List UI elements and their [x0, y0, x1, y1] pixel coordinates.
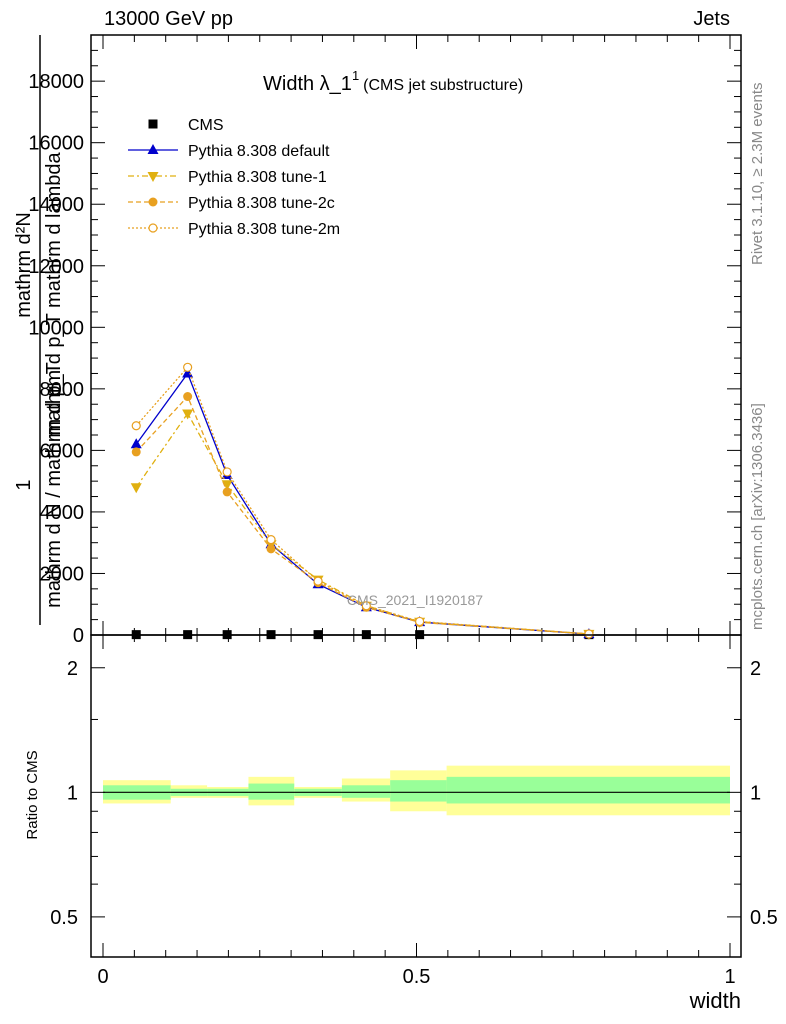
legend-label: Pythia 8.308 tune-1	[188, 169, 327, 186]
ratio-y-label: Ratio to CMS	[24, 750, 41, 839]
y-tick-label: 14000	[28, 194, 84, 216]
x-axis-label: width	[689, 988, 741, 1013]
ratio-y-tick-label-right: 1	[750, 782, 761, 804]
data-point	[131, 421, 141, 431]
data-point	[266, 535, 276, 545]
data-point	[266, 544, 276, 554]
data-point	[361, 601, 371, 611]
ratio-inner-band	[248, 783, 295, 800]
ratio-y-tick-label: 1	[67, 782, 78, 804]
ratio-y-tick-label-right: 0.5	[750, 907, 778, 929]
y-tick-label: 0	[73, 625, 84, 647]
data-point	[131, 447, 141, 457]
data-point	[130, 483, 142, 494]
y-axis-label: mathrm d²N mathrm d p_T mathrm d lambda …	[13, 35, 65, 625]
series-line	[135, 366, 589, 635]
header-category: Jets	[693, 8, 730, 30]
ratio-x-axis: 0 0.5 1	[97, 635, 736, 988]
rivet-version-text: Rivet 3.1.10, ≥ 2.3M events	[749, 83, 766, 266]
legend-marker	[147, 144, 159, 154]
x-tick-label: 0.5	[403, 966, 431, 988]
main-x-axis	[102, 35, 731, 635]
ratio-uncertainty-bands	[103, 765, 730, 816]
ratio-y-tick-label: 0.5	[50, 907, 78, 929]
legend-marker	[148, 119, 158, 129]
data-point	[182, 409, 194, 420]
data-point	[584, 629, 594, 639]
y-label-denominator: mathrm d p_T mathrm d lambda	[43, 151, 65, 437]
y-label-one: 1	[13, 479, 35, 490]
plot-title: Width λ_11(CMS jet substructure)	[263, 68, 523, 95]
data-point	[183, 362, 193, 372]
legend-marker	[148, 223, 158, 233]
y-tick-label: 8000	[40, 379, 85, 401]
legend: CMS Pythia 8.308 default Pythia 8.308 tune…	[128, 117, 340, 238]
y-tick-label: 2000	[40, 563, 85, 585]
legend-label: Pythia 8.308 tune-2c	[188, 195, 335, 212]
ratio-y-tick-label: 2	[67, 658, 78, 680]
main-y-axis: 0 2000 4000 6000 8000 10000 12000 14000 16000 180…	[28, 49, 741, 647]
y-tick-label: 6000	[40, 440, 85, 462]
ratio-inner-band	[390, 780, 447, 802]
y-label-fraction: mathrm d N / mathrm d p_T	[43, 362, 65, 608]
legend-label: Pythia 8.308 tune-2m	[188, 221, 340, 238]
series-line	[135, 412, 589, 635]
y-tick-label: 12000	[28, 256, 84, 278]
legend-marker	[147, 172, 159, 182]
data-point	[221, 480, 233, 491]
analysis-watermark: CMS_2021_I1920187	[347, 592, 483, 608]
data-point	[222, 467, 232, 477]
legend-marker	[148, 197, 158, 207]
ratio-inner-band	[341, 785, 391, 798]
x-tick-label: 1	[724, 966, 735, 988]
ratio-y-axis: 0.5 0.5 1 1 2 2	[50, 658, 778, 929]
legend-label: CMS	[188, 117, 224, 134]
y-tick-label: 16000	[28, 133, 84, 155]
x-tick-label: 0	[97, 966, 108, 988]
data-point	[183, 392, 193, 402]
ratio-y-tick-label-right: 2	[750, 658, 761, 680]
y-tick-label: 10000	[28, 317, 84, 339]
series-line	[135, 395, 589, 635]
data-point	[415, 616, 425, 627]
y-label-numerator: mathrm d²N	[13, 212, 35, 318]
y-tick-label: 4000	[40, 502, 85, 524]
mcplots-reference-text: mcplots.cern.ch [arXiv:1306.3436]	[749, 403, 766, 630]
y-tick-label: 18000	[28, 71, 84, 93]
header-process: 13000 GeV pp	[104, 8, 233, 30]
data-point	[222, 487, 232, 497]
data-point	[130, 438, 142, 449]
ratio-inner-band	[446, 776, 730, 804]
data-point	[313, 576, 323, 586]
legend-label: Pythia 8.308 default	[188, 143, 330, 160]
